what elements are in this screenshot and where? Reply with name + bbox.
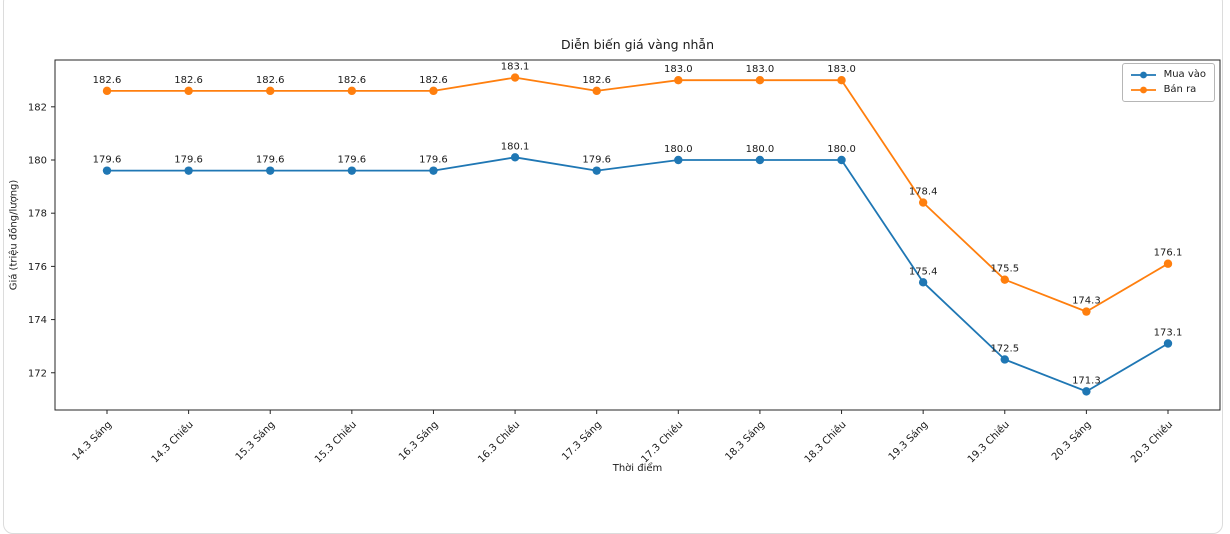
- point-label: 173.1: [1154, 328, 1183, 339]
- point-label: 182.6: [174, 75, 203, 86]
- data-point: [592, 166, 601, 175]
- data-point: [918, 198, 928, 207]
- x-tick-label: 15.3 Chiều: [312, 419, 359, 466]
- gold-price-chart: Diễn biến giá vàng nhẫn Giá (triệu đồng/…: [3, 0, 1223, 534]
- y-tick-label: 182: [28, 102, 47, 113]
- point-label: 179.6: [256, 155, 285, 166]
- data-point: [918, 278, 928, 287]
- point-label: 175.5: [990, 264, 1019, 275]
- x-tick-label: 19.3 Chiều: [965, 419, 1012, 466]
- data-point: [1000, 275, 1009, 284]
- x-tick-label: 17.3 Sáng: [560, 419, 604, 463]
- legend-marker-line-dot-icon: [1130, 71, 1156, 79]
- point-label: 179.6: [582, 155, 611, 166]
- point-label: 180.0: [746, 144, 775, 155]
- data-point: [510, 153, 520, 162]
- data-point: [592, 86, 601, 96]
- data-point: [347, 166, 357, 175]
- data-point: [429, 86, 438, 96]
- data-point: [1082, 387, 1091, 396]
- data-point: [510, 73, 520, 82]
- chart-title: Diễn biến giá vàng nhẫn: [560, 37, 715, 52]
- point-label: 180.0: [827, 144, 856, 155]
- data-point: [184, 86, 193, 96]
- legend-item-ban-ra: Bán ra: [1130, 84, 1206, 96]
- plot-border: [54, 59, 1221, 411]
- point-label: 182.6: [256, 75, 285, 86]
- x-tick-label: 20.3 Sáng: [1049, 419, 1093, 463]
- point-label: 183.0: [746, 64, 775, 75]
- point-label: 179.6: [338, 155, 367, 166]
- y-tick-label: 178: [28, 209, 47, 220]
- legend-label-ban-ra: Bán ra: [1163, 84, 1197, 95]
- data-point: [1163, 339, 1173, 348]
- x-tick-label: 16.3 Chiều: [475, 419, 522, 466]
- y-tick-label: 180: [28, 156, 47, 167]
- x-tick-label: 14.3 Sáng: [70, 419, 114, 463]
- series-line-Mua vào: [106, 156, 1169, 393]
- data-point: [1082, 307, 1091, 316]
- x-axis-label: Thời điểm: [612, 463, 663, 474]
- point-label: 182.6: [419, 75, 448, 86]
- x-tick-label: 18.3 Sáng: [723, 419, 767, 463]
- point-label: 171.3: [1072, 375, 1101, 386]
- data-point: [266, 166, 275, 175]
- y-tick-label: 176: [28, 262, 47, 273]
- data-point: [347, 86, 357, 96]
- plot-area: 172 174 176 178 180 182 14.3 Sáng 14.3 Chiều 15.…: [28, 59, 1221, 466]
- point-label: 178.4: [909, 187, 938, 198]
- data-point: [837, 155, 846, 165]
- legend-marker-line-dot-icon: [1130, 86, 1156, 94]
- point-label: 182.6: [93, 75, 122, 86]
- data-point: [755, 76, 765, 85]
- y-tick-label: 172: [28, 368, 47, 379]
- point-label: 179.6: [174, 155, 203, 166]
- x-tick-label: 18.3 Chiều: [802, 419, 849, 466]
- point-label: 182.6: [582, 75, 611, 86]
- point-label: 182.6: [338, 75, 367, 86]
- legend-label-mua-vao: Mua vào: [1163, 69, 1206, 80]
- x-tick-label: 17.3 Chiều: [639, 419, 686, 466]
- data-point: [429, 166, 438, 175]
- point-label: 175.4: [909, 266, 938, 277]
- data-point: [184, 166, 193, 175]
- data-point: [266, 86, 275, 96]
- point-label: 183.0: [664, 64, 693, 75]
- data-point: [102, 166, 112, 175]
- data-point: [102, 86, 112, 96]
- point-label: 183.1: [501, 62, 530, 73]
- x-tick-label: 16.3 Sáng: [396, 419, 440, 463]
- point-label: 172.5: [990, 343, 1019, 354]
- data-point: [755, 155, 765, 165]
- x-tick-label: 15.3 Sáng: [233, 419, 277, 463]
- legend: Mua vào Bán ra: [1121, 63, 1215, 102]
- series-line-Bán ra: [106, 76, 1169, 313]
- point-label: 174.3: [1072, 296, 1101, 307]
- data-point: [1163, 259, 1173, 268]
- data-point: [1000, 355, 1009, 364]
- point-label: 176.1: [1154, 248, 1183, 259]
- legend-item-mua-vao: Mua vào: [1130, 69, 1206, 81]
- data-point: [674, 76, 683, 85]
- x-tick-label: 20.3 Chiều: [1128, 419, 1175, 466]
- point-label: 183.0: [827, 64, 856, 75]
- x-tick-label: 14.3 Chiều: [149, 419, 196, 466]
- point-label: 179.6: [93, 155, 122, 166]
- point-label: 180.0: [664, 144, 693, 155]
- point-label: 180.1: [501, 141, 530, 152]
- data-point: [674, 155, 683, 165]
- y-tick-label: 174: [28, 315, 47, 326]
- point-label: 179.6: [419, 155, 448, 166]
- data-point: [837, 76, 846, 85]
- x-tick-label: 19.3 Sáng: [886, 419, 930, 463]
